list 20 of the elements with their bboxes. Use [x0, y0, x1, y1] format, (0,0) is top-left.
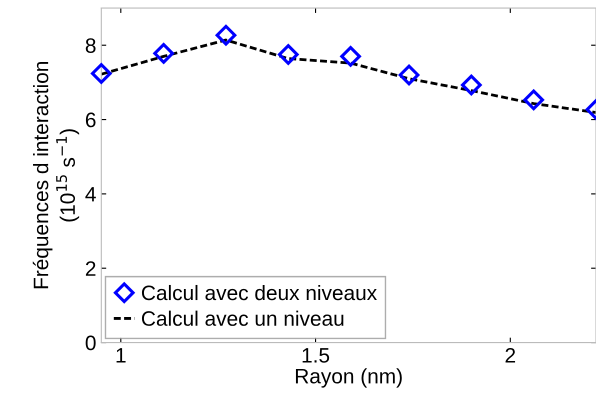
- point: [90, 63, 112, 84]
- x-tick-label: 1.5: [302, 348, 330, 363]
- y-tick-label: 2: [86, 261, 96, 276]
- point: [153, 43, 174, 64]
- y-tick-label: 4: [85, 187, 96, 202]
- point: [278, 44, 299, 65]
- x-tick-label: 2: [506, 348, 516, 363]
- point: [340, 46, 361, 67]
- y-tick-label: 6: [86, 112, 96, 128]
- legend-label: Calcul avec deux niveaux: [142, 284, 377, 300]
- y-axis-title: Fréquences d interaction (10$^{15}$ s$^{−1}$): [32, 62, 80, 288]
- point: [398, 64, 420, 86]
- point: [460, 74, 482, 96]
- point: [216, 24, 236, 46]
- legend-label: Calcul avec un niveau: [142, 310, 344, 326]
- x-tick-label: 1: [116, 348, 126, 363]
- y-tick-label: 8: [86, 38, 96, 53]
- y-tick-label: 0: [86, 336, 96, 350]
- point: [523, 89, 544, 110]
- x-axis-title: Rayon (nm): [296, 368, 402, 388]
